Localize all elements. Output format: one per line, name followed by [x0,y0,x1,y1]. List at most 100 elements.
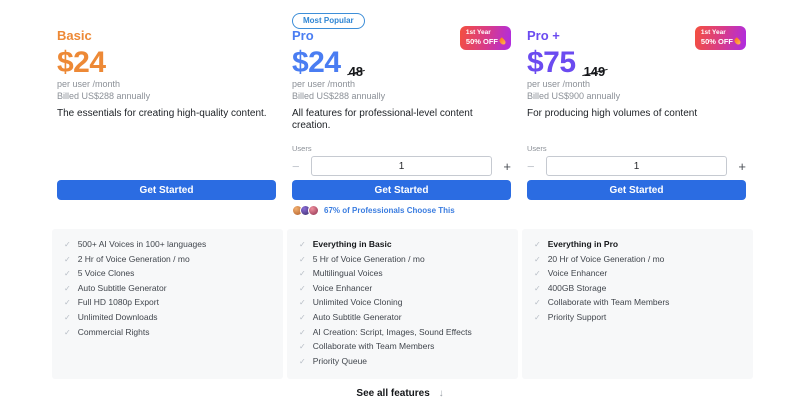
feature-label: Voice Enhancer [547,268,608,279]
feature-label: Commercial Rights [77,326,150,337]
features-pro-plus: ✓ Everything in Pro ✓ 20 Hr of Voice Gen… [522,229,753,380]
discount-badge-pro-plus: 1st Year 50% OFF [694,26,746,50]
users-block: Users − 1 + [527,144,746,176]
feature-label: 400GB Storage [547,282,607,293]
feature-label: 5 Voice Clones [77,268,135,279]
avatars [292,204,319,216]
old-price-pro: 48 [348,64,364,79]
users-stepper: − 1 + [292,156,511,176]
price-row: $24 [57,48,276,78]
feature-label: 2 Hr of Voice Generation / mo [77,253,190,264]
plan-description: All features for professional-level cont… [292,108,473,131]
check-icon: ✓ [299,356,306,366]
feature-item: ✓ Unlimited Downloads [64,311,271,322]
feature-label: Collaborate with Team Members [312,341,435,352]
plan-basic: Basic $24 per user /month Billed US$288 … [57,10,276,216]
social-proof-label: 67% of Professionals Choose This [324,205,455,215]
feature-item: ✓ Multilingual Voices [299,269,506,279]
feature-list: ✓ Everything in Pro ✓ 20 Hr of Voice Gen… [534,240,741,322]
billed-label: Billed US$900 annually [527,91,621,101]
per-user-label: per user /month [57,79,121,89]
feature-item: ✓ Collaborate with Team Members [299,341,506,352]
feature-label: Everything in Pro [547,239,619,249]
features-pro: ✓ Everything in Basic ✓ 5 Hr of Voice Ge… [287,229,518,380]
users-input[interactable]: 1 [546,156,727,176]
feature-label: Full HD 1080p Export [77,297,159,308]
plan-name-pro: Pro [292,28,314,43]
price-row: $75 149 [527,48,746,79]
feature-label: Priority Queue [312,355,368,366]
billed-label: Billed US$288 annually [57,91,151,101]
feature-item: ✓ Full HD 1080p Export [64,297,271,308]
pill-slot [527,10,746,27]
decrement-button[interactable]: − [527,160,537,173]
increment-button[interactable]: + [501,160,511,173]
users-stepper: − 1 + [527,156,746,176]
flame-icon [498,37,507,46]
plan-description: For producing high volumes of content [527,108,698,119]
users-label: Users [527,144,547,153]
plan-description: The essentials for creating high-quality… [57,108,267,119]
discount-badge-line2: 50% OFF [465,37,498,46]
check-icon: ✓ [299,298,306,308]
feature-label: Auto Subtitle Generator [77,282,167,293]
check-icon: ✓ [534,240,541,249]
feature-label: Priority Support [547,311,607,322]
discount-badge-line1: 1st Year [465,29,491,36]
feature-label: Voice Enhancer [312,282,373,293]
feature-label: Unlimited Voice Cloning [312,297,403,308]
check-icon: ✓ [64,240,71,249]
feature-item: ✓ Voice Enhancer [534,268,741,279]
check-icon: ✓ [534,269,541,279]
feature-label: Collaborate with Team Members [547,297,670,308]
users-block: Users − 1 + [292,144,511,176]
decrement-button[interactable]: − [292,160,302,173]
check-icon: ✓ [299,269,306,279]
users-label: Users [292,144,312,153]
discount-badge-pro: 1st Year 50% OFF [459,26,511,50]
check-icon: ✓ [299,240,306,249]
check-icon: ✓ [534,283,541,293]
feature-item: ✓ Everything in Pro [534,239,741,250]
feature-item: ✓ 5 Hr of Voice Generation / mo [299,253,506,264]
get-started-button-pro-plus[interactable]: Get Started [527,180,746,200]
plan-name-pro-plus: Pro + [527,28,560,43]
check-icon: ✓ [534,312,541,322]
check-icon: ✓ [299,327,306,337]
feature-item: ✓ 5 Voice Clones [64,268,271,279]
feature-label: AI Creation: Script, Images, Sound Effec… [312,326,472,337]
flame-icon [733,37,742,46]
check-icon: ✓ [64,312,71,322]
get-started-button-pro[interactable]: Get Started [292,180,511,200]
discount-badge-line1: 1st Year [700,29,726,36]
users-input[interactable]: 1 [311,156,492,176]
pill-slot [57,10,276,27]
plan-pro-plus: 1st Year 50% OFF Pro + $75 149 per user … [527,10,746,216]
users-block-empty [57,144,276,176]
plan-pro: Most Popular 1st Year 50% OFF Pro $24 48… [292,10,511,216]
feature-label: Unlimited Downloads [77,311,158,322]
see-all-features-link[interactable]: See all features ↓ [0,388,800,399]
feature-label: Everything in Basic [312,239,392,249]
feature-label: 20 Hr of Voice Generation / mo [547,253,665,264]
check-icon: ✓ [299,283,306,293]
arrow-down-icon: ↓ [438,388,444,400]
features-basic: ✓ 500+ AI Voices in 100+ languages ✓ 2 H… [52,229,283,380]
check-icon: ✓ [64,298,71,308]
feature-item: ✓ Priority Support [534,311,741,322]
increment-button[interactable]: + [736,160,746,173]
check-icon: ✓ [64,254,71,264]
price-row: $24 48 [292,48,511,79]
feature-item: ✓ 400GB Storage [534,282,741,293]
plan-name-basic: Basic [57,28,92,43]
check-icon: ✓ [64,327,71,337]
feature-item: ✓ AI Creation: Script, Images, Sound Eff… [299,326,506,337]
per-user-label: per user /month [527,79,591,89]
billed-label: Billed US$288 annually [292,91,386,101]
discount-badge-line2: 50% OFF [700,37,733,46]
see-all-features-label: See all features [356,388,430,400]
check-icon: ✓ [299,342,306,352]
pill-slot: Most Popular [292,10,511,29]
get-started-button-basic[interactable]: Get Started [57,180,276,200]
feature-label: 5 Hr of Voice Generation / mo [312,253,425,264]
